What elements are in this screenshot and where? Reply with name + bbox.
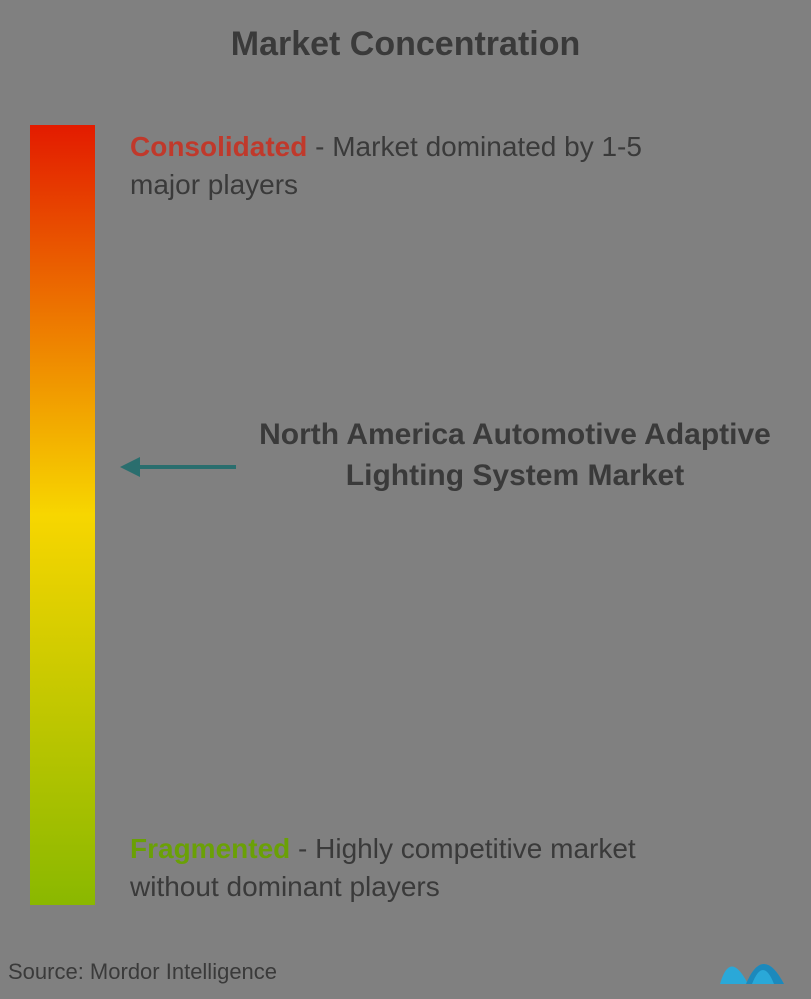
source-attribution: Source: Mordor Intelligence bbox=[8, 959, 277, 985]
market-name-label: North America Automotive Adaptive Lighti… bbox=[250, 415, 780, 496]
fragmented-label: Fragmented - Highly competitive market w… bbox=[130, 830, 690, 906]
consolidated-label: Consolidated - Market dominated by 1-5 m… bbox=[130, 128, 690, 204]
fragmented-keyword: Fragmented bbox=[130, 833, 290, 864]
brand-logo-icon bbox=[718, 944, 786, 989]
consolidated-keyword: Consolidated bbox=[130, 131, 307, 162]
concentration-gradient-bar bbox=[30, 125, 95, 905]
position-arrow-icon bbox=[118, 452, 238, 482]
page-title: Market Concentration bbox=[0, 25, 811, 64]
